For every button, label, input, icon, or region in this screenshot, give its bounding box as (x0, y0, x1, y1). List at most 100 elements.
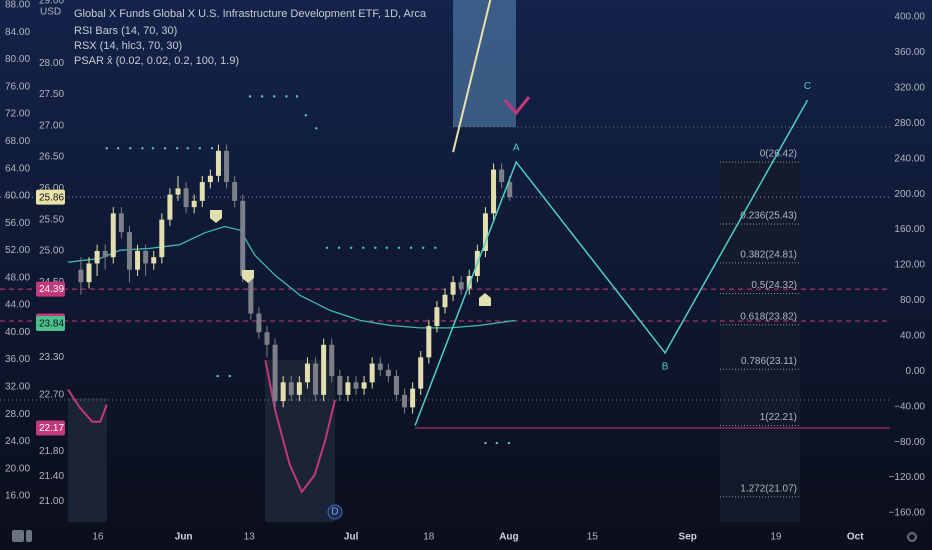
candle-body (418, 357, 424, 389)
candle-body (361, 382, 367, 389)
psar-dot (228, 374, 231, 378)
candle-body (377, 363, 383, 370)
candle-body (280, 382, 286, 402)
fib-label: 0.5(24.32) (751, 280, 797, 291)
psar-dot (129, 147, 132, 150)
psar-dot (295, 95, 299, 98)
psar-dot (141, 147, 144, 150)
currency: USD (40, 7, 61, 18)
y-tick-label: 21.00 (39, 496, 64, 507)
candle-body (151, 257, 157, 264)
candle-body (434, 307, 440, 327)
psar-dot (198, 147, 202, 150)
fib-box (720, 160, 800, 522)
candle-body (321, 344, 327, 395)
y2-tick-label: 200.00 (894, 189, 925, 200)
psar-dot (285, 95, 288, 98)
indicator-line (67, 225, 516, 329)
x-tick-label: Oct (847, 532, 864, 543)
y2-tick-label: 80.00 (900, 295, 925, 306)
x-tick-label: Jun (175, 532, 193, 543)
logo[interactable] (12, 530, 32, 542)
candle-body (313, 363, 319, 395)
candle-body (256, 313, 262, 333)
highlight-box (453, 0, 516, 127)
y2-tick-label: 160.00 (894, 224, 925, 235)
candle-body (126, 232, 132, 270)
psar-dot (374, 246, 377, 249)
candle-body (304, 363, 310, 383)
psar-dot (362, 246, 365, 249)
y3-tick-label: 56.00 (5, 218, 30, 229)
y3-tick-label: 36.00 (5, 354, 30, 365)
price-label-box (36, 420, 65, 436)
y3-tick-label: 72.00 (5, 109, 30, 120)
y-tick-label: 26.50 (39, 152, 64, 163)
x-tick-label: Aug (499, 532, 518, 543)
psar-dot (434, 246, 437, 249)
wave-label: C (804, 81, 811, 92)
y2-tick-label: −80.00 (894, 437, 925, 448)
y-tick-label: 26.00 (39, 183, 64, 194)
event-marker[interactable] (327, 504, 343, 520)
candle-body (232, 182, 238, 201)
y2-tick-label: 0.00 (906, 366, 926, 377)
y3-tick-label: 68.00 (5, 136, 30, 147)
price-label: 24.39 (39, 284, 64, 295)
candle-body (353, 382, 359, 389)
signal-check (503, 96, 531, 116)
y3-tick-label: 24.00 (5, 436, 30, 447)
wave-label: B (662, 362, 669, 373)
y3-tick-label: 16.00 (5, 491, 30, 502)
psar-dot (210, 147, 214, 150)
y-tick-label: 23.30 (39, 352, 64, 363)
y3-tick-label: 88.00 (5, 0, 30, 11)
y3-tick-label: 40.00 (5, 327, 30, 338)
candle-body (110, 213, 116, 258)
y3-tick-label: 32.00 (5, 382, 30, 393)
indicator-label: PSAR x̂ (0.02, 0.02, 0.2, 100, 1.9) (74, 55, 239, 67)
candle-body (207, 175, 213, 183)
candle-body (450, 282, 456, 295)
candle-body (78, 269, 84, 283)
y2-tick-label: 400.00 (894, 12, 925, 23)
x-tick-label: 18 (423, 532, 435, 543)
fib-label: 1(22.21) (760, 412, 797, 423)
candle-body (94, 250, 100, 264)
y2-tick-label: 280.00 (894, 118, 925, 129)
candle-body (345, 382, 351, 395)
y3-tick-label: 60.00 (5, 191, 30, 202)
fib-label: 0.618(23.82) (740, 311, 797, 322)
y-tick-label: 25.50 (39, 214, 64, 225)
price-label-box (36, 189, 65, 205)
indicator-label: RSI Bars (14, 70, 30) (74, 25, 177, 37)
candle-body (458, 282, 464, 289)
psar-dot (216, 374, 219, 378)
candle-body (191, 200, 197, 208)
y2-tick-label: 120.00 (894, 260, 925, 271)
fib-label: 1.272(21.07) (740, 483, 797, 494)
candle-body (175, 188, 181, 195)
psar-dot (260, 95, 264, 98)
candle-body (167, 194, 173, 220)
x-tick-label: Sep (679, 532, 697, 543)
candle-body (426, 326, 432, 358)
candle-body (183, 188, 189, 208)
y2-tick-label: −120.00 (889, 472, 926, 483)
candle-body (159, 219, 165, 258)
y3-tick-label: 48.00 (5, 272, 30, 283)
y-tick-label: 29.00 (39, 0, 64, 6)
candle-body (288, 382, 294, 395)
candle-body (143, 250, 149, 264)
candle-body (393, 376, 399, 395)
candle-body (215, 150, 221, 176)
candle-body (118, 213, 124, 233)
y-tick-label: 21.80 (39, 446, 64, 457)
y2-tick-label: 320.00 (894, 83, 925, 94)
settings-icon[interactable] (907, 532, 917, 542)
candle-body (385, 369, 391, 377)
candle-body (369, 363, 375, 383)
candle-body (135, 250, 141, 270)
price-label: 23.84 (39, 319, 64, 330)
